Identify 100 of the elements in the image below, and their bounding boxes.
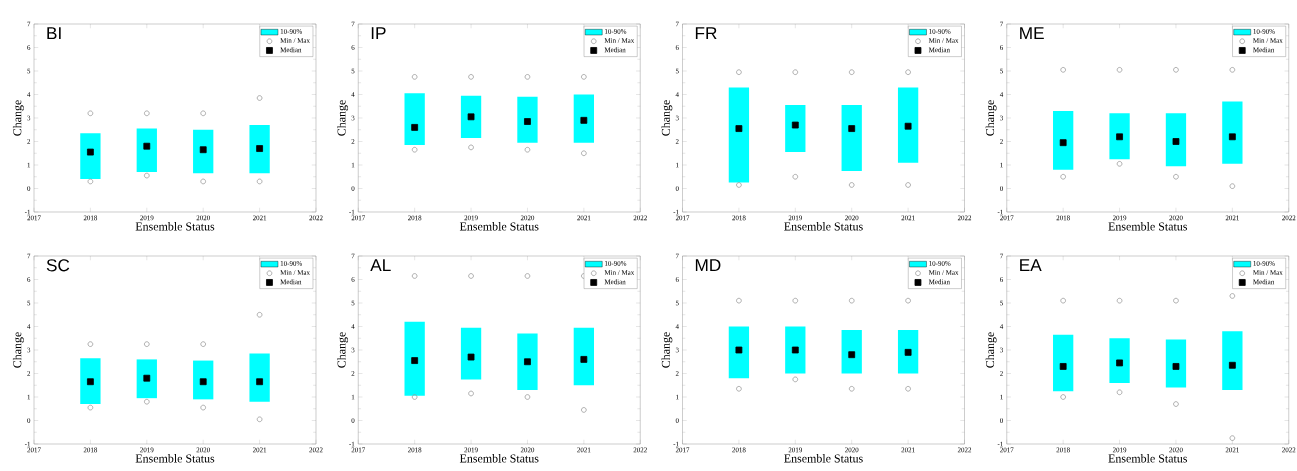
point: [200, 341, 206, 347]
bar: [249, 353, 270, 402]
point: [1173, 401, 1179, 407]
point: [524, 358, 531, 366]
bar: [193, 129, 214, 174]
point: [467, 353, 475, 361]
point: [411, 273, 418, 279]
point: [1228, 361, 1236, 369]
point: [256, 178, 263, 185]
x-axis-title: Ensemble Status: [784, 454, 863, 463]
x-axis-title: Ensemble Status: [784, 222, 863, 231]
point: [468, 390, 474, 397]
point: [1173, 173, 1179, 180]
point: [200, 404, 206, 411]
chart-title: IP: [371, 27, 386, 40]
y-axis-title: Change: [337, 332, 349, 368]
point: [904, 348, 912, 356]
point: [256, 311, 263, 318]
point: [256, 95, 263, 101]
y-axis-title: Change: [12, 100, 24, 136]
point: [1229, 183, 1236, 189]
point: [144, 341, 150, 347]
y-axis-title: Change: [985, 100, 997, 136]
point: [144, 172, 150, 179]
point: [581, 407, 587, 413]
point: [848, 351, 856, 359]
bar: [80, 133, 101, 180]
chart-title: EA: [1020, 259, 1042, 272]
point: [87, 148, 94, 156]
point: [736, 182, 742, 188]
point: [1060, 173, 1066, 180]
point: [580, 116, 588, 124]
point: [1059, 139, 1067, 147]
bar: [1165, 339, 1187, 388]
point: [848, 297, 855, 304]
point: [1173, 297, 1179, 304]
y-axis-title: Change: [12, 332, 24, 368]
point: [144, 398, 150, 405]
chart-title: MD: [695, 259, 721, 272]
point: [1060, 67, 1066, 73]
bar: [404, 321, 425, 396]
x-axis-title: Ensemble Status: [1108, 454, 1188, 463]
point: [735, 346, 743, 354]
y-axis-title: Change: [985, 332, 997, 368]
point: [1172, 363, 1180, 370]
point: [200, 110, 206, 117]
point: [1172, 138, 1180, 145]
point: [524, 273, 531, 279]
point: [1116, 297, 1123, 304]
point: [848, 125, 856, 132]
point: [792, 69, 799, 75]
point: [143, 142, 151, 150]
chart-title: AL: [370, 259, 391, 272]
point: [736, 385, 742, 392]
point: [735, 125, 743, 132]
x-axis-title: Ensemble Status: [135, 222, 215, 231]
point: [468, 273, 474, 279]
point: [792, 173, 799, 180]
point: [468, 144, 474, 151]
point: [848, 385, 855, 392]
point: [524, 74, 531, 80]
bar: [573, 327, 594, 386]
point: [199, 378, 207, 386]
point: [581, 150, 587, 157]
point: [1229, 293, 1236, 299]
bar: [80, 358, 101, 405]
point: [411, 357, 419, 364]
point: [467, 113, 475, 121]
point: [256, 145, 263, 152]
point: [1116, 161, 1123, 167]
point: [1228, 133, 1236, 141]
point: [87, 404, 94, 411]
chart-title: BI: [47, 27, 61, 40]
point: [1116, 133, 1123, 141]
x-axis-title: Ensemble Status: [459, 222, 539, 231]
bar: [1053, 334, 1074, 392]
point: [411, 74, 418, 80]
bar: [517, 333, 538, 390]
point: [524, 118, 531, 125]
point: [792, 297, 799, 304]
chart-title: SC: [46, 259, 70, 272]
point: [1116, 389, 1123, 396]
point: [144, 110, 150, 117]
bar: [1109, 338, 1130, 383]
bar: [1222, 101, 1243, 164]
point: [200, 178, 206, 185]
bar: [1109, 113, 1130, 160]
point: [905, 297, 911, 304]
point: [87, 341, 94, 347]
point: [580, 356, 588, 363]
x-axis-title: Ensemble Status: [1108, 222, 1188, 231]
point: [792, 376, 799, 383]
point: [736, 297, 742, 304]
y-axis-title: Change: [337, 100, 349, 136]
point: [411, 146, 418, 153]
point: [1060, 297, 1066, 304]
point: [524, 394, 531, 400]
point: [1229, 435, 1236, 441]
bar: [136, 359, 157, 399]
point: [736, 69, 742, 75]
